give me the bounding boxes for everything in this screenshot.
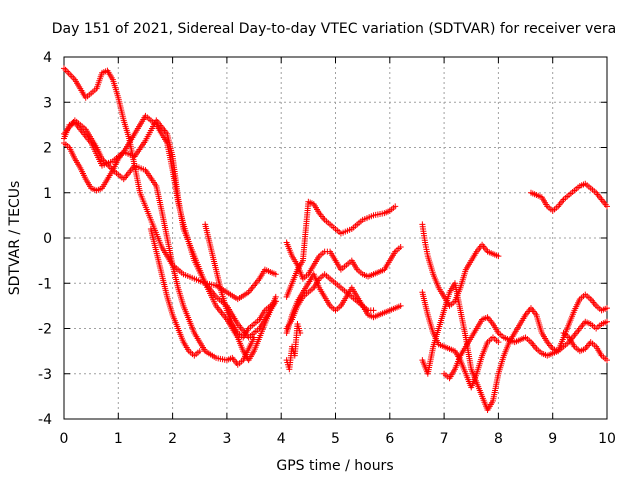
- y-tick-labels: -4 -3 -2 -1 0 1 2 3 4: [38, 50, 52, 428]
- data-point: [495, 339, 502, 346]
- series-pass-e: [147, 225, 203, 359]
- y-tick-label: -3: [38, 367, 52, 383]
- x-tick-label: 10: [598, 431, 616, 447]
- x-tick-label: 2: [168, 431, 177, 447]
- series-pass-j: [283, 271, 377, 332]
- x-tick-label: 1: [114, 431, 123, 447]
- grid: [64, 57, 607, 419]
- series-pass-g: [283, 198, 399, 300]
- x-tick-labels: 0 1 2 3 4 5 6 7 8 9 10: [60, 431, 616, 447]
- axis-ticks: [63, 56, 608, 420]
- series-pass-q: [560, 330, 610, 364]
- x-tick-label: 0: [60, 431, 69, 447]
- y-tick-label: 3: [43, 95, 52, 111]
- data-point: [397, 302, 404, 309]
- chart-title: Day 151 of 2021, Sidereal Day-to-day VTE…: [52, 21, 616, 37]
- y-tick-label: -1: [38, 276, 52, 292]
- data-point: [297, 330, 304, 337]
- series-pass-f: [202, 221, 279, 341]
- x-tick-label: 6: [385, 431, 394, 447]
- series-pass-k: [283, 320, 304, 373]
- data-point: [604, 305, 610, 312]
- y-tick-label: -4: [38, 412, 52, 428]
- y-tick-label: 4: [43, 50, 52, 66]
- series-pass-p: [527, 180, 610, 214]
- data-point: [495, 253, 502, 260]
- data-point: [604, 318, 610, 325]
- data-point: [392, 203, 399, 210]
- x-tick-label: 3: [222, 431, 231, 447]
- x-axis-label: GPS time / hours: [276, 458, 393, 474]
- series-pass-i: [283, 271, 404, 337]
- y-tick-label: 0: [43, 231, 52, 247]
- data-point: [604, 203, 610, 210]
- series-pass-a: [61, 65, 279, 303]
- data-point: [196, 348, 203, 355]
- data-point: [397, 244, 404, 251]
- data-point: [272, 271, 279, 278]
- data-point: [251, 334, 258, 341]
- x-tick-label: 5: [331, 431, 340, 447]
- data-point: [604, 357, 610, 364]
- y-tick-label: -2: [38, 322, 52, 338]
- data-point: [370, 307, 377, 314]
- data-point: [272, 298, 279, 305]
- series-pass-h: [283, 239, 404, 282]
- x-tick-label: 8: [494, 431, 503, 447]
- series-pass-l: [419, 221, 502, 309]
- series-pass-o: [441, 291, 610, 382]
- x-tick-label: 9: [548, 431, 557, 447]
- data-marks: [61, 65, 610, 413]
- y-tick-label: 1: [43, 186, 52, 202]
- y-tick-label: 2: [43, 141, 52, 157]
- series-pass-d: [61, 117, 258, 368]
- x-tick-label: 7: [440, 431, 449, 447]
- y-axis-label: SDTVAR / TECUs: [7, 181, 23, 296]
- x-tick-label: 4: [277, 431, 286, 447]
